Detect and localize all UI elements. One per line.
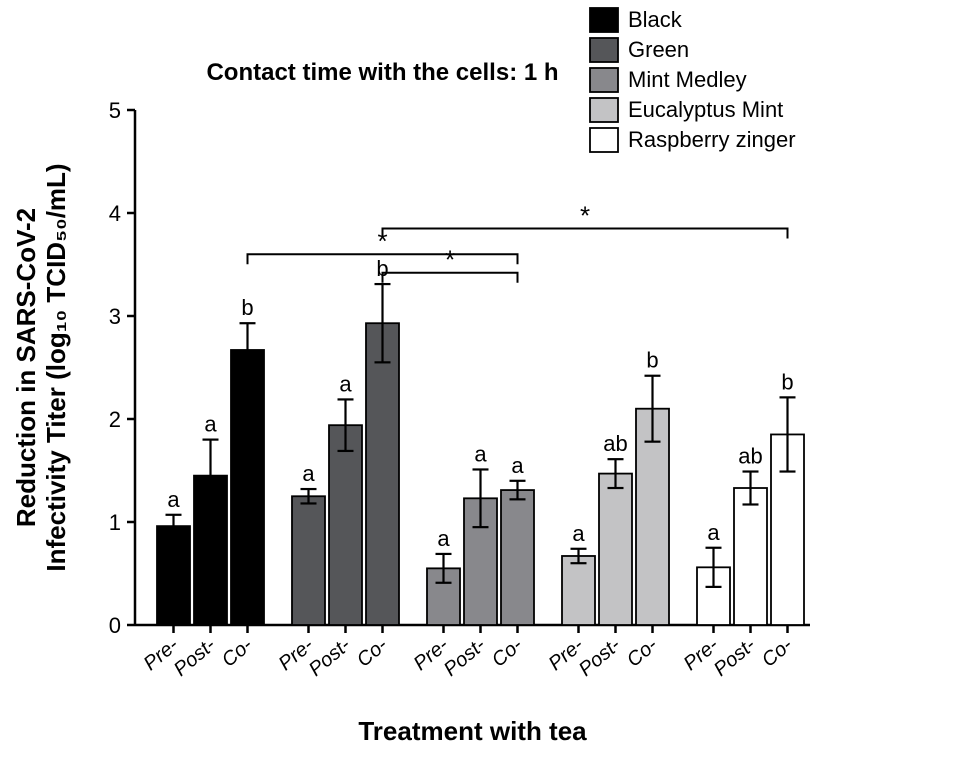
x-tick-label: Post- [170, 634, 220, 681]
bar-letter: a [302, 461, 315, 486]
legend-label: Raspberry zinger [628, 127, 796, 152]
bar-letter: b [646, 348, 658, 373]
legend-swatch [590, 8, 618, 32]
significance-star: * [580, 200, 590, 230]
bar-letter: a [437, 526, 450, 551]
x-axis-label: Treatment with tea [358, 716, 587, 746]
bar-letter: ab [738, 444, 762, 469]
y-tick-label: 2 [109, 407, 121, 432]
x-tick-label: Post- [305, 634, 355, 681]
bar-letter: a [204, 412, 217, 437]
bar-letter: a [339, 371, 352, 396]
bar [562, 556, 595, 625]
bar [231, 350, 264, 625]
legend-label: Green [628, 37, 689, 62]
bar [366, 323, 399, 625]
bar [329, 425, 362, 625]
chart-title: Contact time with the cells: 1 h [206, 59, 558, 86]
bar-letter: b [241, 295, 253, 320]
bar [292, 496, 325, 625]
bar-letter: a [167, 487, 180, 512]
x-tick-label: Co- [623, 634, 662, 672]
x-tick-label: Co- [758, 634, 797, 672]
significance-star: * [445, 245, 455, 275]
y-axis-label: Reduction in SARS-CoV-2Infectivity Titer… [11, 163, 71, 571]
bar-letter: a [511, 453, 524, 478]
legend-label: Mint Medley [628, 67, 747, 92]
legend-swatch [590, 38, 618, 62]
legend-label: Black [628, 7, 683, 32]
legend-swatch [590, 68, 618, 92]
bar-letter: a [572, 521, 585, 546]
y-tick-label: 1 [109, 510, 121, 535]
legend-label: Eucalyptus Mint [628, 97, 783, 122]
bar [501, 490, 534, 625]
x-tick-label: Co- [488, 634, 527, 672]
bar-letter: ab [603, 431, 627, 456]
bar [734, 488, 767, 625]
bar-letter: b [781, 369, 793, 394]
bar [157, 526, 190, 625]
bar-chart: 0 1 2 3 4 5 Reduction in SARS-CoV-2Infectivity… [0, 0, 970, 766]
x-tick-label: Co- [218, 634, 257, 672]
chart-container: 0 1 2 3 4 5 Reduction in SARS-CoV-2Infectivity… [0, 0, 970, 766]
legend-swatch [590, 98, 618, 122]
x-tick-label: Post- [710, 634, 760, 681]
x-tick-label: Post- [575, 634, 625, 681]
legend-swatch [590, 128, 618, 152]
bar-letter: a [474, 441, 487, 466]
x-tick-label: Co- [353, 634, 392, 672]
y-tick-label: 4 [109, 201, 121, 226]
y-tick-label: 0 [109, 613, 121, 638]
bar-letter: a [707, 520, 720, 545]
bar [599, 474, 632, 625]
y-tick-label: 3 [109, 304, 121, 329]
y-tick-label: 5 [109, 98, 121, 123]
x-tick-label: Post- [440, 634, 490, 681]
